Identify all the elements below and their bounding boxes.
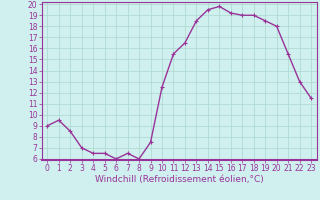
X-axis label: Windchill (Refroidissement éolien,°C): Windchill (Refroidissement éolien,°C) <box>95 175 264 184</box>
